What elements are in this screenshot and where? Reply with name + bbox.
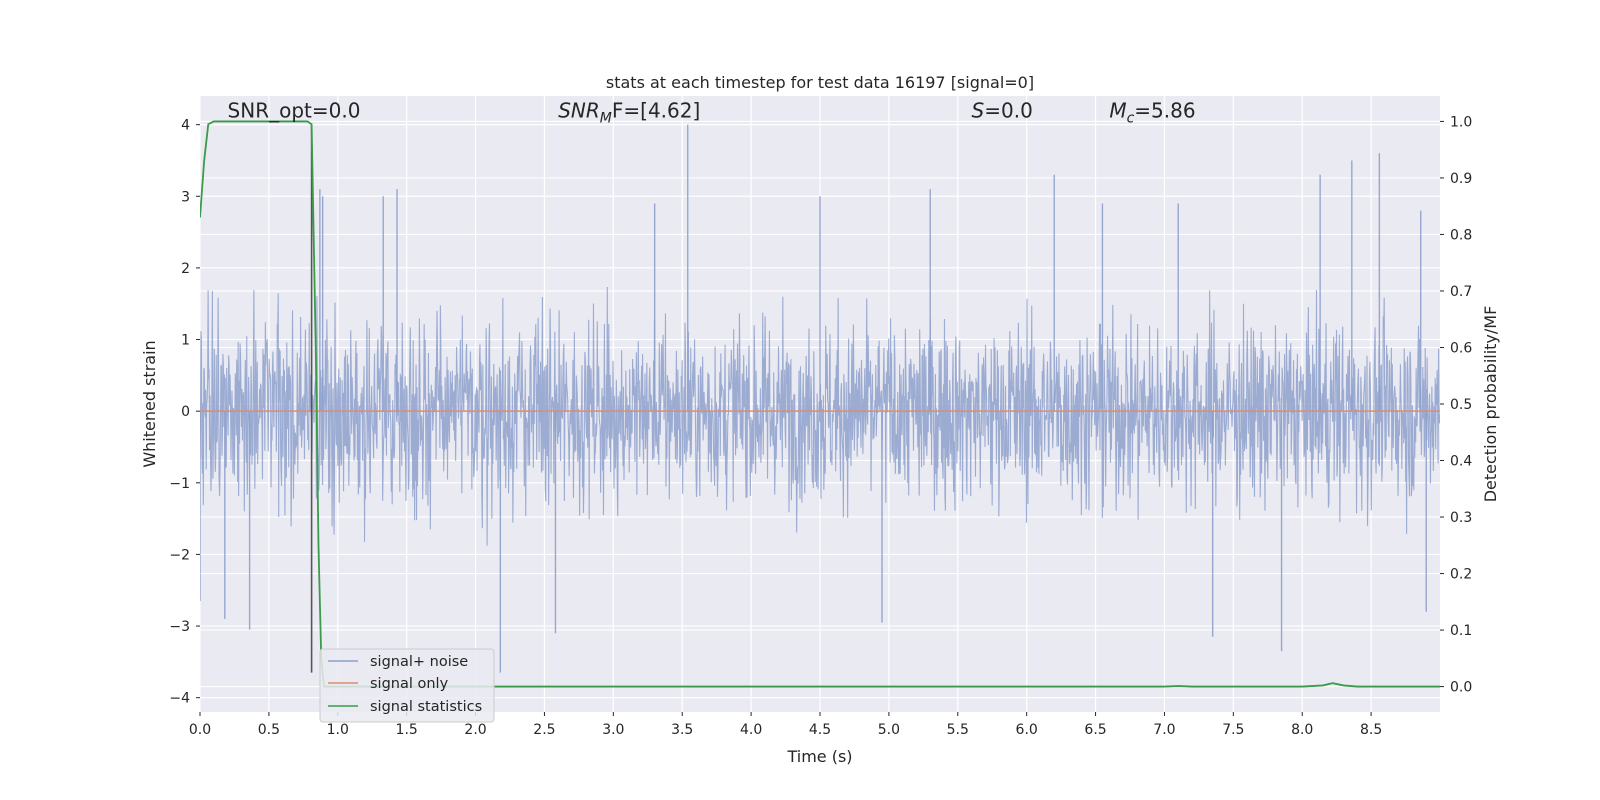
y-tick-label: 0 <box>181 404 190 420</box>
x-tick-label: 7.0 <box>1153 722 1175 738</box>
y-tick-label: −3 <box>169 619 190 635</box>
x-tick-label: 8.5 <box>1360 722 1382 738</box>
series-layer <box>200 120 1440 688</box>
x-tick-label: 4.0 <box>740 722 762 738</box>
x-tick-label: 5.0 <box>878 722 900 738</box>
y-right-tick-label: 0.1 <box>1450 623 1472 639</box>
chart-title: stats at each timestep for test data 161… <box>606 73 1034 92</box>
y-tick-label: −4 <box>169 691 190 707</box>
y-tick-label: 2 <box>181 261 190 277</box>
annotations: SNR_opt=0.0 SNRMF=[4.62] S=0.0 Mc=5.86 <box>228 98 1196 126</box>
y-tick-label: −1 <box>169 476 190 492</box>
y-right-tick-label: 0.3 <box>1450 510 1472 526</box>
y-right-tick-label: 1.0 <box>1450 114 1472 130</box>
x-tick-label: 1.5 <box>396 722 418 738</box>
annotation: S=0.0 <box>972 98 1033 122</box>
y-right-tick-label: 0.2 <box>1450 567 1472 583</box>
y-axis-label: Whitened strain <box>140 340 159 467</box>
x-tick-label: 0.5 <box>258 722 280 738</box>
y-right-tick-label: 0.5 <box>1450 397 1472 413</box>
x-tick-label: 3.5 <box>671 722 693 738</box>
x-tick-label: 4.5 <box>809 722 831 738</box>
x-tick-label: 2.0 <box>464 722 486 738</box>
series-signal-noise-line <box>200 287 1440 546</box>
y-axis-right-label: Detection probability/MF <box>1481 306 1500 503</box>
x-tick-label: 5.5 <box>947 722 969 738</box>
legend: signal+ noise signal only signal statist… <box>319 648 495 723</box>
x-tick-label: 7.5 <box>1222 722 1244 738</box>
x-tick-label: 6.5 <box>1084 722 1106 738</box>
x-axis-label: Time (s) <box>786 747 852 766</box>
x-tick-label: 8.0 <box>1291 722 1313 738</box>
y-tick-label: 1 <box>181 333 190 349</box>
y-tick-label: −2 <box>169 547 190 563</box>
annotation: Mc=5.86 <box>1109 98 1195 126</box>
y-right-tick-label: 0.8 <box>1450 227 1472 243</box>
legend-box <box>319 648 495 723</box>
y-right-tick-label: 0.9 <box>1450 171 1472 187</box>
series-signal-statistics-line <box>200 120 1440 688</box>
x-tick-label: 2.5 <box>533 722 555 738</box>
y-right-tick-label: 0.6 <box>1450 340 1472 356</box>
x-tick-label: 1.0 <box>327 722 349 738</box>
axes: 0.0 0.5 1.0 1.5 2.0 2.5 3.0 3.5 4.0 4.5 5.0 5.5 6.0 6… <box>169 114 1472 738</box>
x-tick-label: 0.0 <box>189 722 211 738</box>
y-right-tick-label: 0.4 <box>1450 454 1472 470</box>
x-tick-label: 6.0 <box>1016 722 1038 738</box>
annotation: SNR_opt=0.0 <box>228 98 361 122</box>
y-right-tick-label: 0.7 <box>1450 284 1472 300</box>
legend-label-signal-noise: signal+ noise <box>370 654 468 670</box>
x-tick-label: 3.0 <box>602 722 624 738</box>
legend-label-signal-only: signal only <box>370 676 449 692</box>
legend-label-signal-statistics: signal statistics <box>370 699 482 715</box>
y-tick-label: 3 <box>181 189 190 205</box>
annotation: SNRMF=[4.62] <box>558 98 700 126</box>
y-tick-label: 4 <box>181 118 190 134</box>
y-right-tick-label: 0.0 <box>1450 680 1472 696</box>
